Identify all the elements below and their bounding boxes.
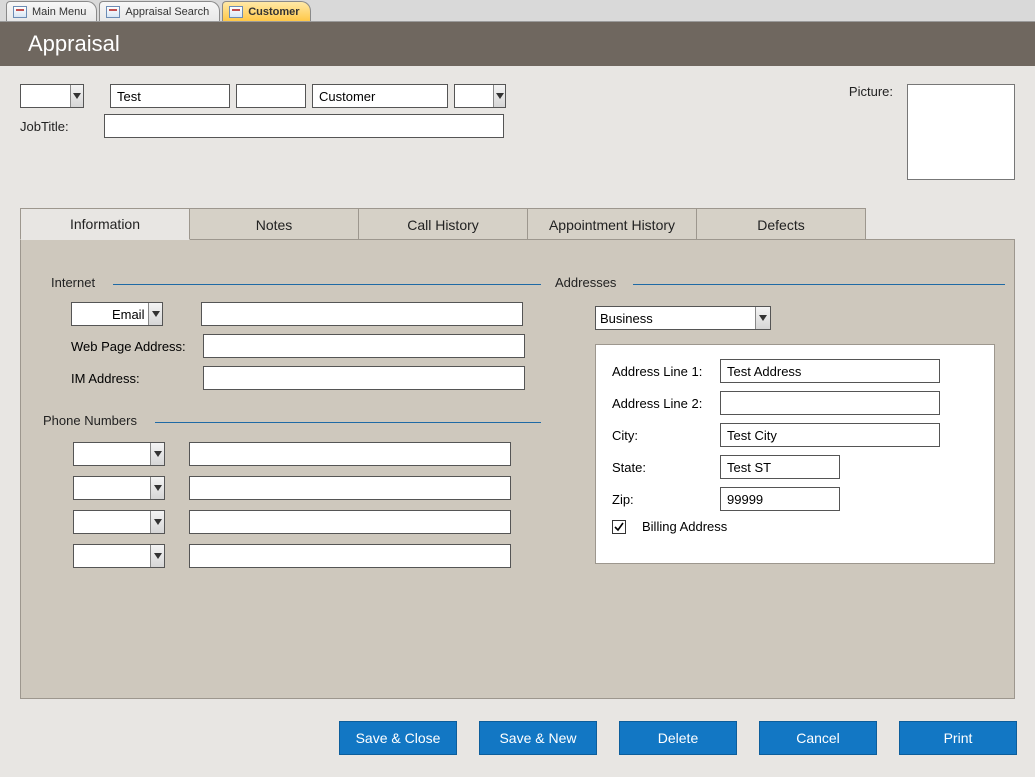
city-label: City: [612,428,712,443]
picture-box[interactable] [907,84,1015,180]
save-close-button[interactable]: Save & Close [339,721,457,755]
addr1-label: Address Line 1: [612,364,712,379]
chevron-down-icon[interactable] [148,303,162,325]
save-new-button[interactable]: Save & New [479,721,597,755]
detail-tab-strip: Information Notes Call History Appointme… [20,208,1015,240]
zip-field[interactable] [720,487,840,511]
im-label: IM Address: [71,371,195,386]
address-box: Address Line 1: Address Line 2: City: St… [595,344,995,564]
group-internet: Internet Web Page Address: [51,284,541,404]
tab-call-history[interactable]: Call History [358,208,528,240]
chevron-down-icon[interactable] [150,443,164,465]
chevron-down-icon[interactable] [150,511,164,533]
web-field[interactable] [203,334,525,358]
chevron-down-icon[interactable] [150,545,164,567]
tab-notes[interactable]: Notes [189,208,359,240]
city-field[interactable] [720,423,940,447]
print-button[interactable]: Print [899,721,1017,755]
group-title: Addresses [555,275,624,290]
doc-tab-label: Main Menu [32,6,86,18]
web-label: Web Page Address: [71,339,195,354]
tab-appointment-history[interactable]: Appointment History [527,208,697,240]
chevron-down-icon[interactable] [755,307,770,329]
action-button-row: Save & Close Save & New Delete Cancel Pr… [0,721,1035,761]
tab-panel-information: Internet Web Page Address: [20,239,1015,699]
phone-number-field[interactable] [189,544,511,568]
email-field[interactable] [201,302,523,326]
chevron-down-icon[interactable] [493,85,505,107]
tab-defects[interactable]: Defects [696,208,866,240]
email-type-combo[interactable] [71,302,163,326]
doc-tab-customer[interactable]: Customer [222,1,310,21]
im-field[interactable] [203,366,525,390]
jobtitle-field[interactable] [104,114,504,138]
last-name-field[interactable] [312,84,448,108]
page-title: Appraisal [28,31,120,57]
addr2-field[interactable] [720,391,940,415]
addr2-label: Address Line 2: [612,396,712,411]
tab-information[interactable]: Information [20,208,190,240]
phone-type-combo[interactable] [73,510,165,534]
form-icon [106,6,120,18]
document-tab-bar: Main Menu Appraisal Search Customer [0,0,1035,22]
prefix-input[interactable] [21,85,70,107]
form-icon [13,6,27,18]
phone-type-combo[interactable] [73,544,165,568]
delete-button[interactable]: Delete [619,721,737,755]
first-name-field[interactable] [110,84,230,108]
chevron-down-icon[interactable] [70,85,83,107]
phone-number-field[interactable] [189,442,511,466]
billing-label: Billing Address [642,519,742,534]
state-label: State: [612,460,712,475]
phone-type-combo[interactable] [73,442,165,466]
middle-name-field[interactable] [236,84,306,108]
form-header: Appraisal [0,22,1035,66]
doc-tab-appraisal-search[interactable]: Appraisal Search [99,1,220,21]
group-addresses: Addresses Address Line 1: Address Line 2… [555,284,1005,604]
doc-tab-label: Appraisal Search [125,6,209,18]
form-icon [229,6,243,18]
suffix-input[interactable] [455,85,493,107]
jobtitle-label: JobTitle: [20,119,98,134]
address-type-combo[interactable] [595,306,771,330]
addr1-field[interactable] [720,359,940,383]
suffix-combo[interactable] [454,84,506,108]
phone-number-field[interactable] [189,510,511,534]
zip-label: Zip: [612,492,712,507]
group-title: Phone Numbers [43,413,145,428]
state-field[interactable] [720,455,840,479]
billing-checkbox[interactable] [612,520,626,534]
chevron-down-icon[interactable] [150,477,164,499]
cancel-button[interactable]: Cancel [759,721,877,755]
prefix-combo[interactable] [20,84,84,108]
group-phone: Phone Numbers [43,422,541,602]
group-title: Internet [51,275,103,290]
picture-label: Picture: [849,84,893,99]
phone-number-field[interactable] [189,476,511,500]
doc-tab-label: Customer [248,6,299,18]
doc-tab-main-menu[interactable]: Main Menu [6,1,97,21]
phone-type-combo[interactable] [73,476,165,500]
